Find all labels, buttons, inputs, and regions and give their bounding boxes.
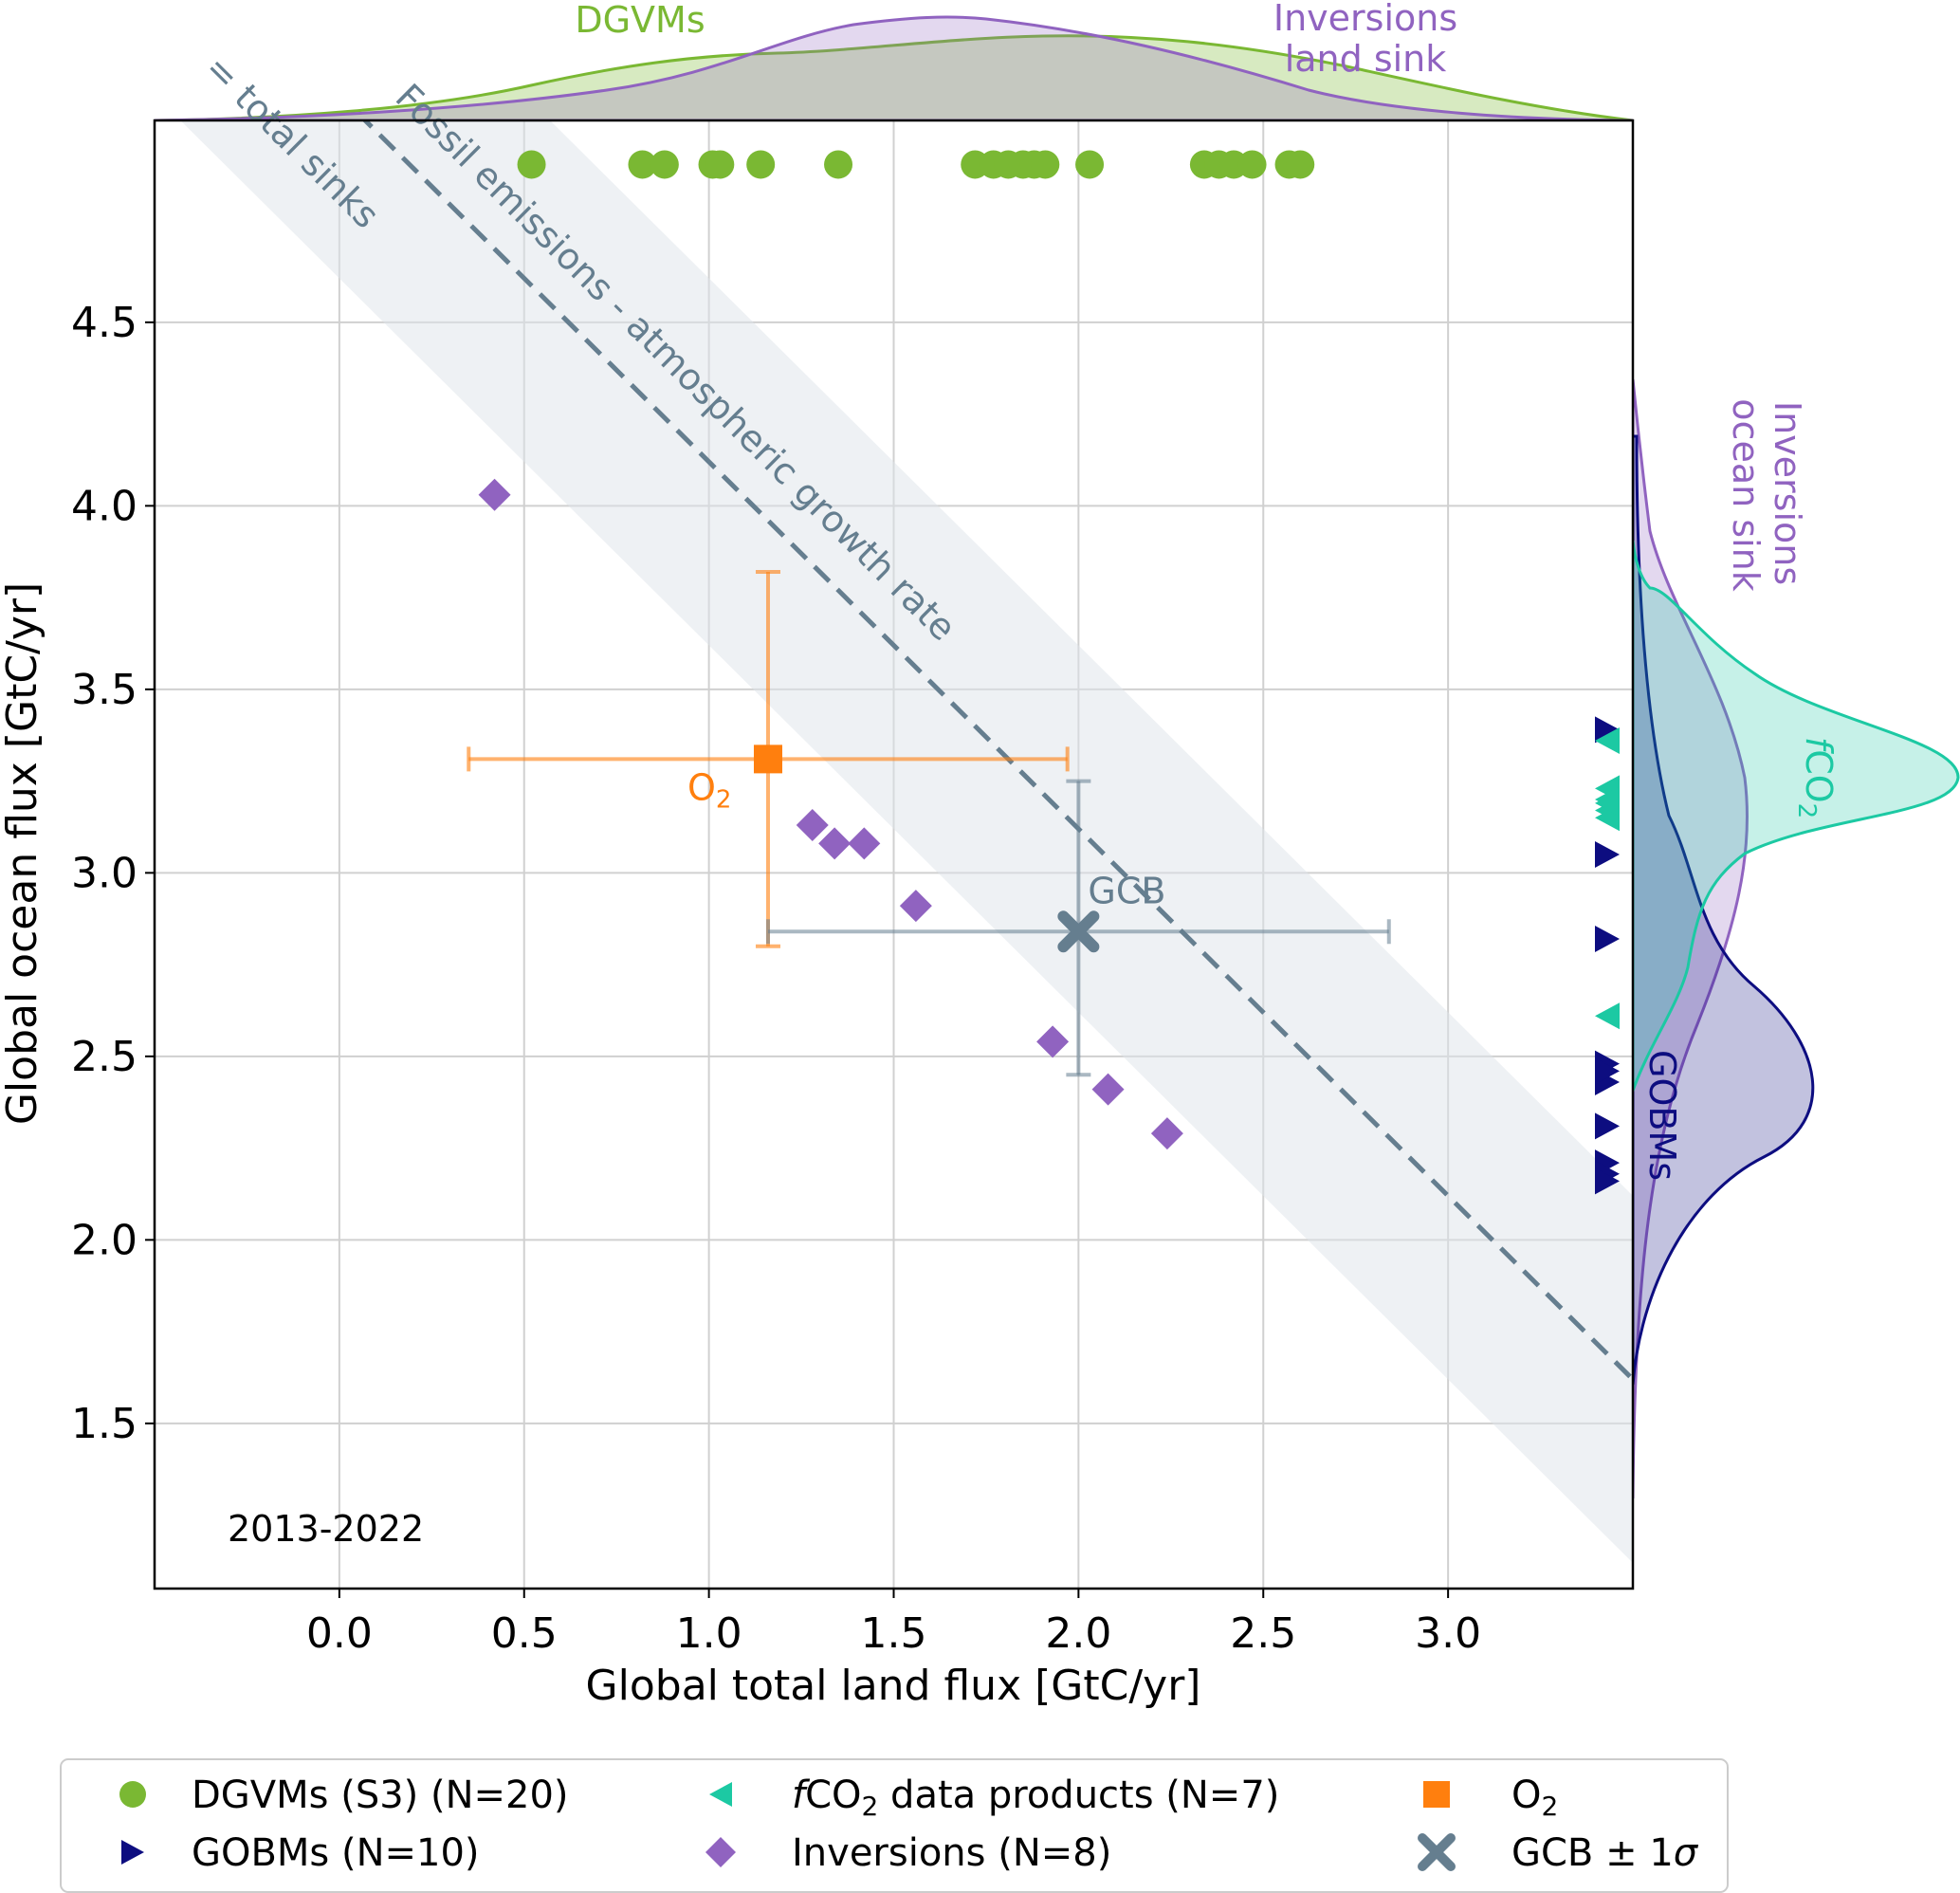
top-inversion-density — [154, 15, 1634, 122]
top-marginal: DGVMs Inversions land sink — [154, 0, 1634, 122]
dgvm-point — [628, 150, 657, 179]
dgvm-point — [650, 150, 679, 179]
dgvm-point — [746, 150, 776, 179]
budget-line — [361, 120, 1633, 1383]
x-axis-ticks: 0.0 0.5 1.0 1.5 2.0 2.5 3.0 — [306, 1589, 1481, 1658]
inversion-point — [1036, 1025, 1070, 1058]
right-gobm-label: GOBMs — [1641, 1050, 1683, 1181]
period-label: 2013-2022 — [228, 1508, 424, 1550]
y-tick-label: 3.5 — [71, 666, 137, 714]
y-tick-label: 3.0 — [71, 849, 137, 897]
dgvm-point — [1075, 150, 1105, 179]
x-tick-label: 1.0 — [676, 1609, 742, 1658]
x-axis-title: Global total land flux [GtC/yr] — [586, 1662, 1201, 1710]
fco2-point — [1595, 1002, 1620, 1030]
fco2-point — [1595, 789, 1620, 817]
legend-gobm-marker — [121, 1840, 144, 1865]
legend-inversion-marker — [705, 1837, 736, 1867]
gobm-point — [1595, 1112, 1620, 1140]
dgvm-point — [1237, 150, 1267, 179]
right-marginal: Inversions ocean sink GOBMs fCO2 — [1631, 378, 1960, 1499]
y-axis-ticks: 1.5 2.0 2.5 3.0 3.5 4.0 4.5 — [71, 299, 155, 1448]
x-tick-label: 1.5 — [861, 1609, 927, 1658]
y-tick-label: 1.5 — [71, 1400, 137, 1448]
legend-dgvm-label: DGVMs (S3) (N=20) — [192, 1774, 569, 1817]
legend-frame — [60, 1758, 1729, 1893]
x-tick-label: 0.0 — [306, 1609, 373, 1658]
y-axis-title: Global ocean flux [GtC/yr] — [0, 582, 46, 1125]
gcb-point-label: GCB — [1088, 870, 1165, 911]
inversion-point — [1150, 1117, 1183, 1150]
right-gobm-density — [1631, 434, 1815, 1386]
inversion-point — [796, 809, 829, 842]
gobm-point — [1595, 841, 1620, 868]
right-fco2-label: fCO2 — [1792, 737, 1840, 818]
inversion-point — [478, 478, 511, 511]
top-inversion-label-line1: Inversions — [1273, 0, 1457, 39]
legend-o2-marker — [1423, 1781, 1450, 1808]
x-tick-label: 3.0 — [1415, 1609, 1481, 1658]
gobm-point — [1595, 1167, 1620, 1195]
right-inversion-label-line2: ocean sink — [1725, 398, 1767, 591]
legend-inversion-label: Inversions (N=8) — [792, 1831, 1111, 1875]
x-tick-label: 2.0 — [1045, 1609, 1111, 1658]
o2-point — [753, 744, 782, 774]
inversion-point — [1091, 1073, 1125, 1106]
legend: DGVMs (S3) (N=20) GOBMs (N=10) fCO2 data… — [60, 1758, 1729, 1893]
top-inversion-label-line2: land sink — [1285, 38, 1447, 80]
legend-dgvm-marker — [119, 1781, 146, 1808]
legend-gcb-label: GCB ± 1σ — [1511, 1831, 1699, 1875]
right-fco2-density — [1631, 540, 1960, 1092]
y-tick-label: 2.5 — [71, 1033, 137, 1081]
legend-o2-label: O2 — [1511, 1774, 1558, 1822]
inversion-point — [899, 890, 932, 923]
o2-point-label: O2 — [687, 766, 731, 814]
gobm-point — [1595, 926, 1620, 953]
y-tick-label: 2.0 — [71, 1216, 137, 1264]
legend-gobm-label: GOBMs (N=10) — [192, 1831, 480, 1875]
legend-fco2-marker — [709, 1782, 732, 1807]
right-inversion-density — [1631, 378, 1749, 1499]
dgvm-point — [517, 150, 546, 179]
dgvm-point — [824, 150, 853, 179]
right-inversion-label-line1: Inversions — [1767, 401, 1808, 585]
inversion-point — [818, 827, 852, 860]
gobm-point — [1595, 1057, 1620, 1085]
dgvm-point — [1286, 150, 1315, 179]
x-tick-label: 2.5 — [1230, 1609, 1296, 1658]
fco2-point — [1595, 727, 1620, 755]
gobm-point — [1595, 716, 1620, 744]
x-tick-label: 0.5 — [491, 1609, 558, 1658]
dgvm-point — [1031, 150, 1060, 179]
gcb-point — [1057, 910, 1100, 953]
legend-gcb-marker — [1418, 1833, 1456, 1871]
y-tick-label: 4.0 — [71, 482, 137, 530]
dgvm-point — [705, 150, 735, 179]
top-dgvm-label: DGVMs — [575, 0, 705, 41]
inversion-point — [848, 827, 881, 860]
legend-fco2-label: fCO2 data products (N=7) — [792, 1774, 1279, 1822]
data-points — [478, 150, 1620, 1195]
y-tick-label: 4.5 — [71, 299, 137, 347]
